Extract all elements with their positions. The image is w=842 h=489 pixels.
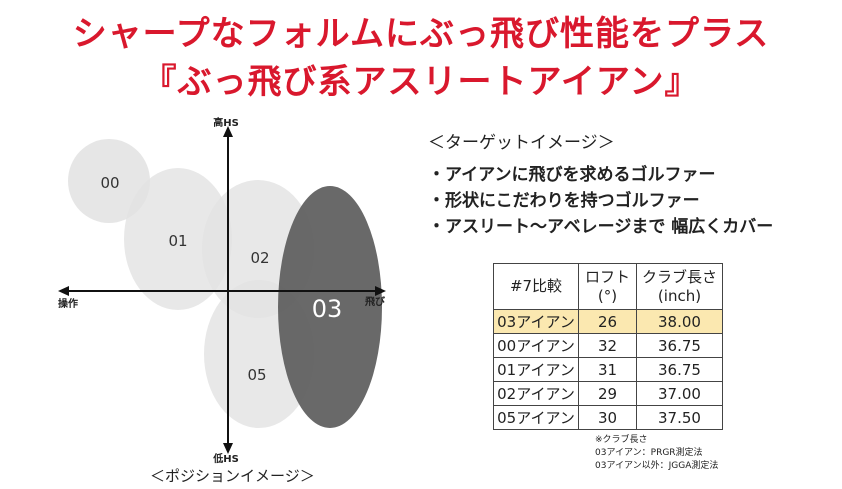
cell-length: 36.75 <box>636 357 723 382</box>
cell-length: 38.00 <box>636 309 723 334</box>
length-notes: ※クラブ長さ 03アイアン：PRGR測定法 03アイアン以外：JGGA測定法 <box>595 434 718 473</box>
bubble-01 <box>124 168 232 310</box>
note-line: 03アイアン以外：JGGA測定法 <box>595 461 719 471</box>
spec-table: #7比較 ロフト (°) クラブ長さ (inch) 03アイアン 26 38.0… <box>493 263 723 430</box>
bubble-label-03: 03 <box>312 295 343 323</box>
axis-label-control: 操作 <box>58 297 78 310</box>
arrow-up-icon <box>223 126 233 137</box>
cell-loft: 26 <box>578 309 637 334</box>
header-loft-text: ロフト (°) <box>584 267 630 305</box>
target-title: ＜ターゲットイメージ＞ <box>428 133 615 153</box>
bubble-00 <box>68 139 150 223</box>
position-map: 高HS 低HS 操作 飛び 00 01 02 05 03 <box>58 116 386 465</box>
cell-model: 01アイアン <box>493 357 579 382</box>
target-item: ・アイアンに飛びを求めるゴルファー <box>428 165 716 185</box>
axis-label-high-hs: 高HS <box>213 116 239 129</box>
bubble-label-02: 02 <box>250 249 269 267</box>
table-row: 01アイアン 31 36.75 <box>493 357 723 382</box>
title-line-2: 『ぶっ飛び系アスリートアイアン』 <box>142 62 700 102</box>
target-item: ・アスリート～アベレージまで 幅広くカバー <box>428 217 774 237</box>
bubble-label-05: 05 <box>247 366 266 384</box>
table-row: 00アイアン 32 36.75 <box>493 333 723 358</box>
header-model: #7比較 <box>493 263 579 310</box>
bubble-label-01: 01 <box>168 232 187 250</box>
cell-model: 03アイアン <box>493 309 579 334</box>
cell-loft: 29 <box>578 381 637 406</box>
target-list: ・アイアンに飛びを求めるゴルファー ・形状にこだわりを持つゴルファー ・アスリー… <box>428 162 773 240</box>
table-header-row: #7比較 ロフト (°) クラブ長さ (inch) <box>493 263 723 310</box>
arrow-right-icon <box>375 286 386 296</box>
bubble-03 <box>278 186 382 428</box>
header-length-text: クラブ長さ (inch) <box>641 267 717 305</box>
cell-loft: 32 <box>578 333 637 358</box>
arrow-left-icon <box>58 286 69 296</box>
position-map-caption: ＜ポジションイメージ＞ <box>150 467 315 485</box>
arrow-down-icon <box>223 443 233 454</box>
axis-label-distance: 飛び <box>364 295 385 308</box>
cell-length: 37.50 <box>636 405 723 430</box>
cell-loft: 31 <box>578 357 637 382</box>
header-loft: ロフト (°) <box>578 263 637 310</box>
cell-model: 02アイアン <box>493 381 579 406</box>
cell-model: 00アイアン <box>493 333 579 358</box>
table-row: 03アイアン 26 38.00 <box>493 309 723 334</box>
cell-loft: 30 <box>578 405 637 430</box>
title-line-1: シャープなフォルムにぶっ飛び性能をプラス <box>72 14 770 54</box>
axis-label-low-hs: 低HS <box>212 452 239 465</box>
note-line: 03アイアン：PRGR測定法 <box>595 448 703 458</box>
note-line: ※クラブ長さ <box>595 435 648 445</box>
target-item: ・形状にこだわりを持つゴルファー <box>428 191 700 211</box>
cell-length: 37.00 <box>636 381 723 406</box>
header-length: クラブ長さ (inch) <box>636 263 723 310</box>
cell-length: 36.75 <box>636 333 723 358</box>
bubble-label-00: 00 <box>100 174 119 192</box>
table-row: 02アイアン 29 37.00 <box>493 381 723 406</box>
cell-model: 05アイアン <box>493 405 579 430</box>
table-row: 05アイアン 30 37.50 <box>493 405 723 430</box>
